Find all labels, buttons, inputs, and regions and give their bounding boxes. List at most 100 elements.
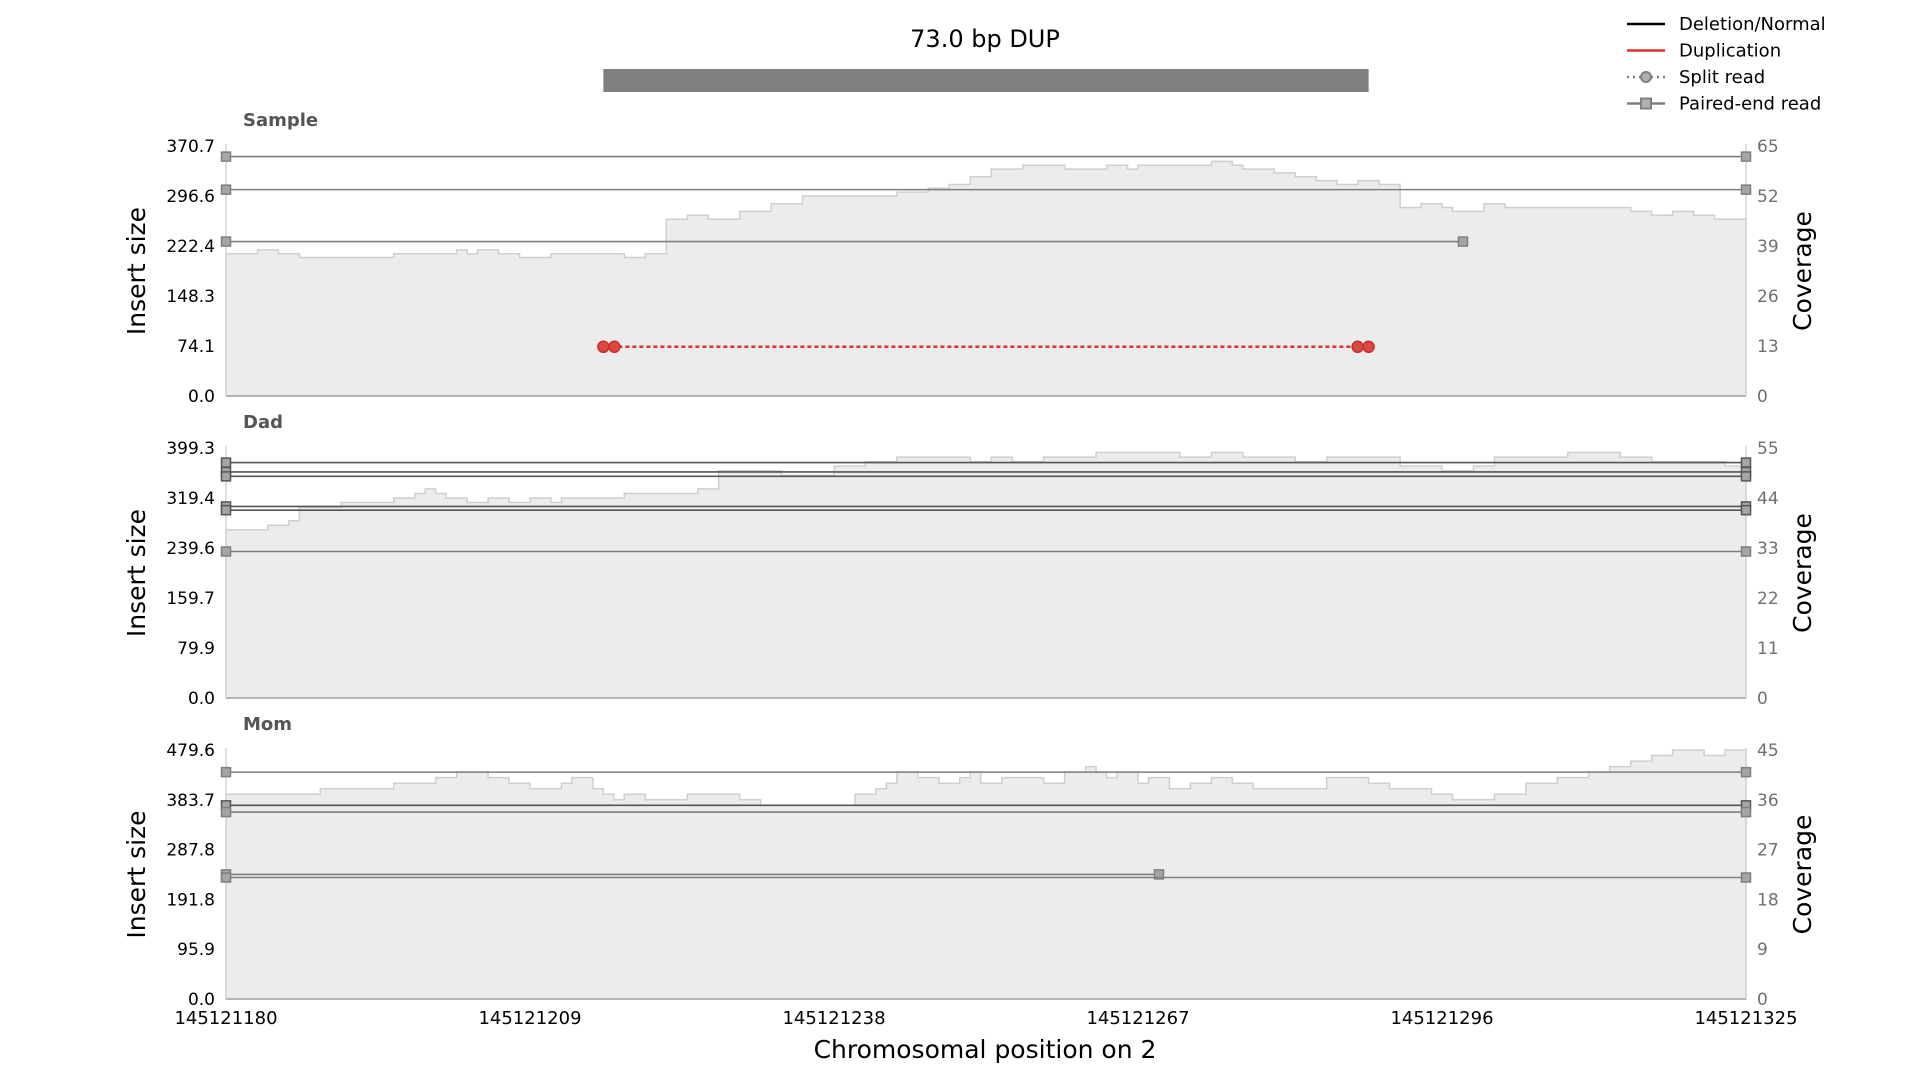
y-tick-label: 95.9 [177, 940, 215, 960]
split-read [597, 340, 1375, 354]
legend-item: Duplication [1627, 41, 1781, 62]
y-axis-label-right: Coverage [1788, 815, 1817, 935]
chart-title: 73.0 bp DUP [910, 25, 1060, 53]
paired-read-marker [1740, 184, 1752, 195]
panel-title: Sample [243, 110, 318, 131]
paired-read-marker [220, 471, 232, 482]
y-tick-label: 239.6 [166, 539, 215, 559]
paired-read-marker [220, 766, 232, 778]
coverage-tick-label: 27 [1757, 841, 1779, 861]
coverage-tick-label: 22 [1757, 589, 1779, 609]
legend-label: Split read [1679, 67, 1765, 88]
paired-read-marker [1740, 151, 1752, 162]
paired-read-marker [1740, 457, 1752, 468]
panel-title: Mom [243, 714, 292, 735]
y-tick-label: 74.1 [177, 337, 215, 357]
coverage-tick-label: 45 [1757, 741, 1779, 761]
paired-end-read [220, 471, 1752, 482]
y-tick-label: 0.0 [188, 990, 215, 1010]
legend-marker [1640, 97, 1652, 110]
coverage-tick-label: 36 [1757, 791, 1779, 811]
coverage-tick-label: 65 [1757, 137, 1779, 157]
paired-read-marker [1740, 766, 1752, 778]
paired-read-marker [1740, 872, 1752, 883]
y-tick-label: 0.0 [188, 387, 215, 407]
paired-read-marker [220, 457, 232, 468]
paired-end-read [220, 806, 1752, 818]
coverage-tick-label: 13 [1757, 337, 1779, 357]
coverage-area [225, 160, 1747, 397]
y-tick-label: 296.6 [166, 187, 215, 207]
x-axis-label: Chromosomal position on 2 [814, 1035, 1157, 1064]
coverage-tick-label: 44 [1757, 489, 1779, 509]
y-axis-label-left: Insert size [122, 810, 151, 938]
paired-end-read [220, 504, 1752, 516]
paired-end-read [220, 766, 1752, 778]
legend-label: Paired-end read [1679, 94, 1821, 115]
split-read-marker [1362, 340, 1375, 354]
legend-label: Duplication [1679, 41, 1781, 62]
paired-read-marker [220, 872, 232, 883]
paired-read-marker [1740, 546, 1752, 557]
legend: Deletion/Normal Duplication Split read Pair… [1627, 14, 1826, 115]
split-read-marker [597, 340, 610, 354]
panel-sample: 0.0 74.1 148.3 222.4 296.6 370.7 0 13 26 39 52 65 Sa… [122, 110, 1817, 407]
legend-item: Split read [1627, 67, 1765, 88]
paired-read-marker [220, 236, 232, 247]
paired-end-read [220, 236, 1469, 247]
legend-item: Deletion/Normal [1627, 14, 1826, 35]
coverage-tick-label: 0 [1757, 990, 1768, 1010]
paired-read-marker [1740, 471, 1752, 482]
y-axis-label-left: Insert size [122, 509, 151, 637]
y-tick-label: 287.8 [166, 841, 215, 861]
y-tick-label: 79.9 [177, 639, 215, 659]
coverage-area [225, 451, 1747, 699]
panels: 0.0 74.1 148.3 222.4 296.6 370.7 0 13 26 39 52 65 Sa… [122, 110, 1817, 1010]
split-read-marker [608, 340, 621, 354]
y-axis-label-right: Coverage [1788, 513, 1817, 633]
x-axis: 145121180 145121209 145121238 145121267 1451… [174, 1008, 1797, 1029]
coverage-tick-label: 0 [1757, 689, 1768, 709]
x-tick-label: 145121267 [1086, 1008, 1189, 1029]
y-axis-label-right: Coverage [1788, 211, 1817, 331]
coverage-tick-label: 55 [1757, 439, 1779, 459]
split-read-marker [1351, 340, 1364, 354]
paired-read-marker [220, 504, 232, 516]
paired-read-marker [1740, 504, 1752, 516]
paired-end-read [220, 872, 1752, 883]
y-tick-label: 148.3 [166, 287, 215, 307]
y-tick-label: 370.7 [166, 137, 215, 157]
y-tick-label: 479.6 [166, 741, 215, 761]
y-tick-label: 383.7 [166, 791, 215, 811]
paired-read-marker [1153, 869, 1165, 880]
paired-read-marker [220, 151, 232, 162]
coverage-tick-label: 0 [1757, 387, 1768, 407]
paired-read-marker [220, 806, 232, 818]
coverage-tick-label: 9 [1757, 940, 1768, 960]
panel-dad: 0.0 79.9 159.7 239.6 319.4 399.3 0 11 22 33 44 55 Da… [122, 412, 1817, 709]
coverage-tick-label: 33 [1757, 539, 1779, 559]
paired-end-read [220, 546, 1752, 557]
paired-end-read [220, 184, 1752, 195]
paired-end-read [220, 151, 1752, 162]
y-tick-label: 319.4 [166, 489, 215, 509]
y-tick-label: 191.8 [166, 890, 215, 910]
panel-title: Dad [243, 412, 283, 433]
coverage-tick-label: 26 [1757, 287, 1779, 307]
event-bar [603, 69, 1369, 92]
paired-read-marker [220, 546, 232, 557]
legend-item: Paired-end read [1627, 94, 1821, 115]
legend-label: Deletion/Normal [1679, 14, 1826, 35]
legend-marker [1640, 71, 1652, 83]
paired-read-marker [1457, 236, 1469, 247]
x-tick-label: 145121209 [478, 1008, 581, 1029]
coverage-tick-label: 39 [1757, 237, 1779, 257]
paired-read-marker [220, 184, 232, 195]
coverage-tick-label: 52 [1757, 187, 1779, 207]
x-tick-label: 145121238 [782, 1008, 885, 1029]
y-axis-label-left: Insert size [122, 207, 151, 335]
panel-mom: 0.0 95.9 191.8 287.8 383.7 479.6 0 9 18 27 36 45 Mom… [122, 714, 1817, 1010]
coverage-tick-label: 18 [1757, 890, 1779, 910]
y-tick-label: 0.0 [188, 689, 215, 709]
